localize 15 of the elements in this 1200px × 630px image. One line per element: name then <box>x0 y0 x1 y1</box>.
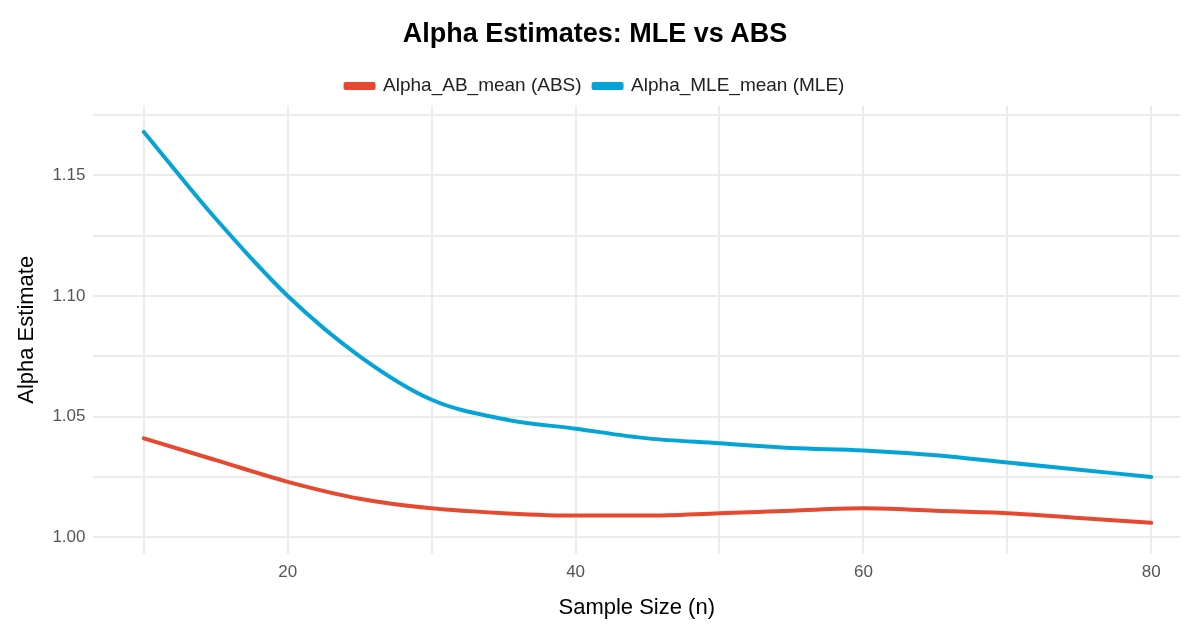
x-tick-label: 40 <box>566 562 586 582</box>
y-tick-label: 1.10 <box>52 285 86 305</box>
y-tick-label: 1.15 <box>52 165 86 185</box>
x-tick-label: 60 <box>853 562 873 582</box>
line-series <box>141 129 1154 479</box>
x-axis-title: Sample Size (n) <box>558 593 715 619</box>
y-tick-label: 1.00 <box>52 527 86 546</box>
x-tick-label: 20 <box>278 562 298 582</box>
line-series <box>141 436 1154 525</box>
legend-label: Alpha_AB_mean (ABS) <box>383 74 582 97</box>
x-tick-label: 80 <box>1141 562 1161 582</box>
chart-title: Alpha Estimates: MLE vs ABS <box>402 17 788 48</box>
y-axis-title: Alpha Estimate <box>13 255 39 404</box>
legend-label: Alpha_MLE_mean (MLE) <box>631 74 845 97</box>
y-tick-label: 1.05 <box>52 406 86 426</box>
